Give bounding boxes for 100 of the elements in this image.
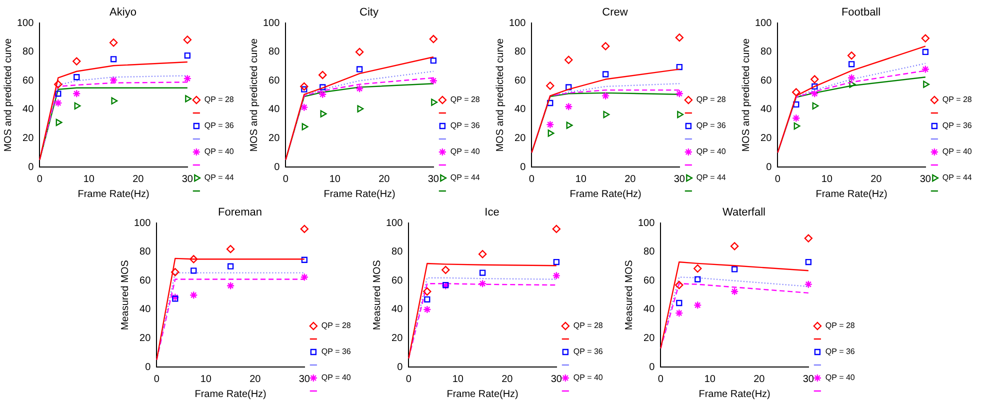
point — [547, 130, 554, 137]
point — [676, 64, 682, 70]
y-tick-label: 60 — [514, 75, 526, 86]
y-tick-label: 80 — [643, 246, 655, 258]
chart-title: Football — [840, 6, 880, 19]
point — [674, 33, 684, 42]
y-tick-label: 40 — [643, 304, 655, 316]
legend-label: QP = 28 — [942, 95, 972, 104]
x-tick-label: 0 — [153, 374, 160, 385]
point — [478, 270, 486, 276]
point — [812, 102, 818, 110]
x-tick-label: 10 — [200, 374, 212, 385]
y-tick-label: 40 — [760, 104, 772, 116]
y-tick-label: 60 — [391, 275, 403, 286]
x-tick-label: 30 — [802, 374, 814, 385]
point — [546, 82, 554, 90]
legend-label: QP = 36 — [450, 121, 480, 130]
point — [811, 83, 818, 90]
point — [564, 102, 572, 111]
point — [602, 110, 610, 118]
point — [422, 287, 431, 296]
point — [676, 300, 682, 306]
y-tick-label: 80 — [760, 46, 772, 58]
x-tick-label: 20 — [501, 374, 513, 385]
y-tick-label: 0 — [396, 362, 403, 373]
point — [674, 280, 683, 290]
point — [564, 56, 572, 64]
y-tick-label: 100 — [637, 218, 655, 229]
point — [920, 34, 930, 42]
point — [792, 114, 800, 122]
x-tick-label: 0 — [36, 174, 42, 185]
legend-label: QP = 28 — [696, 95, 726, 104]
point — [600, 42, 610, 50]
point — [602, 71, 608, 78]
y-tick-label: 60 — [22, 75, 34, 86]
y-axis-title: Measured MOS — [623, 260, 634, 330]
y-tick-label: 0 — [648, 362, 655, 373]
point — [300, 82, 308, 91]
point — [189, 291, 198, 300]
point — [694, 276, 700, 282]
y-tick-label: 40 — [391, 304, 403, 316]
legend-label: QP = 36 — [320, 347, 351, 356]
point — [184, 52, 190, 59]
point — [693, 301, 702, 310]
point — [182, 36, 192, 44]
point — [182, 74, 192, 83]
legend-label: QP = 44 — [204, 173, 234, 182]
point — [320, 110, 326, 118]
y-tick-label: 100 — [16, 18, 34, 29]
x-tick-label: 10 — [704, 374, 716, 385]
point — [54, 98, 62, 108]
point — [804, 258, 811, 266]
y-tick-label: 60 — [643, 275, 655, 286]
x-axis-title: Frame Rate(Hz) — [77, 188, 149, 200]
x-tick-label: 0 — [657, 374, 664, 385]
y-tick-label: 40 — [22, 104, 34, 116]
point — [300, 224, 308, 234]
point — [318, 90, 326, 98]
point — [430, 98, 438, 106]
x-tick-label: 10 — [328, 174, 340, 185]
point — [170, 268, 179, 276]
point — [72, 57, 80, 66]
point — [552, 224, 560, 234]
legend-label: QP = 40 — [450, 147, 480, 156]
point — [566, 122, 572, 129]
point — [922, 80, 930, 88]
point — [422, 305, 431, 314]
y-tick-label: 0 — [28, 162, 34, 173]
point — [73, 74, 80, 80]
point — [226, 263, 234, 270]
point — [72, 90, 80, 98]
point — [319, 84, 326, 90]
point — [848, 61, 854, 68]
legend-label: QP = 40 — [204, 147, 234, 156]
legend-label: QP = 40 — [942, 147, 972, 156]
point — [424, 296, 430, 302]
y-tick-label: 20 — [139, 332, 151, 344]
point — [428, 34, 438, 44]
legend-label: QP = 40 — [572, 373, 603, 382]
x-tick-label: 10 — [820, 174, 832, 185]
x-tick-label: 30 — [550, 374, 562, 385]
point — [693, 264, 702, 273]
y-tick-label: 20 — [391, 332, 403, 344]
chart-title: City — [359, 6, 378, 19]
y-tick-label: 80 — [268, 46, 280, 58]
point — [172, 296, 178, 302]
point — [108, 38, 118, 47]
legend-label: QP = 36 — [204, 121, 234, 130]
point — [430, 58, 436, 64]
x-axis-title: Frame Rate(Hz) — [446, 388, 518, 400]
point — [170, 293, 179, 302]
point — [810, 90, 818, 98]
point — [110, 56, 116, 62]
legend-label: QP = 44 — [942, 173, 972, 182]
y-tick-label: 0 — [274, 162, 280, 173]
point — [730, 266, 738, 272]
x-tick-label: 10 — [574, 174, 586, 185]
point — [552, 258, 559, 266]
point — [189, 255, 198, 264]
point — [478, 250, 486, 258]
